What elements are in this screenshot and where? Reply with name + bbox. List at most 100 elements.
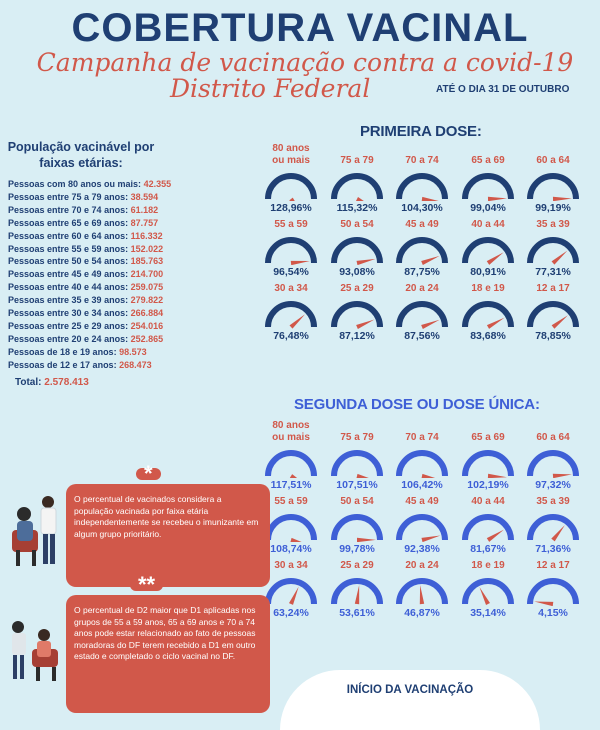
gauge-age-label: 60 a 64 <box>536 432 570 443</box>
gauge-percentage: 78,85% <box>535 330 571 342</box>
note-text: O percentual de vacinados considera a po… <box>74 494 259 539</box>
gauge-age-label: 65 a 69 <box>471 155 505 166</box>
gauge: 80 anos ou mais 128,96% <box>258 143 324 214</box>
gauge-age-label: 60 a 64 <box>536 155 570 166</box>
gauge-age-label: 25 a 29 <box>340 560 374 571</box>
population-row-label: Pessoas entre 20 e 24 anos: <box>8 333 131 344</box>
note-card-2: ** O percentual de D2 maior que D1 aplic… <box>66 574 270 713</box>
population-row-label: Pessoas entre 55 e 59 anos: <box>8 243 131 254</box>
gauge-age-label: 12 a 17 <box>536 283 570 294</box>
population-row: Pessoas entre 30 e 34 anos: 266.884 <box>8 307 171 320</box>
population-row-label: Pessoas entre 25 e 29 anos: <box>8 320 131 331</box>
gauge-arc <box>527 578 579 605</box>
gauge-dial <box>462 578 514 605</box>
gauge-needle <box>421 319 440 329</box>
gauge-dial <box>396 450 448 478</box>
gauge-needle <box>487 196 507 201</box>
gauge-age-label: 80 anos ou mais <box>272 143 310 166</box>
population-row-value: 152.022 <box>130 243 164 254</box>
population-row: Pessoas de 18 e 19 anos: 98.573 <box>8 346 171 359</box>
gauge: 25 a 29 87,12% <box>324 271 390 342</box>
gauge-age-label: 75 a 79 <box>340 155 374 166</box>
gauge-percentage: 107,51% <box>336 479 378 491</box>
gauge-arc <box>331 173 383 200</box>
population-row-label: Pessoas entre 60 e 64 anos: <box>8 230 131 241</box>
gauge: 35 a 39 71,36% <box>520 484 586 555</box>
gauge: 75 a 79 115,32% <box>324 143 390 214</box>
gauge-needle <box>486 529 504 542</box>
gauge-percentage: 76,48% <box>273 330 309 342</box>
gauge-age-label: 40 a 44 <box>471 496 505 507</box>
gauge-percentage: 93,08% <box>339 266 375 278</box>
gauge-percentage: 71,36% <box>535 543 571 555</box>
population-row-value: 279.822 <box>130 295 164 306</box>
gauge-needle <box>356 319 375 329</box>
gauge-percentage: 53,61% <box>339 607 375 619</box>
population-row-value: 259.075 <box>130 282 164 293</box>
gauge-percentage: 106,42% <box>401 479 443 491</box>
gauge-percentage: 80,91% <box>470 266 506 278</box>
gauge-arc <box>331 514 383 541</box>
gauge-arc <box>462 237 514 264</box>
vaccination-illustration-2 <box>4 605 68 685</box>
gauge-percentage: 81,67% <box>470 543 506 555</box>
population-row-value: 185.763 <box>130 256 164 267</box>
gauge-dial <box>331 237 383 265</box>
gauge-age-label: 55 a 59 <box>274 219 308 230</box>
gauge: 12 a 17 78,85% <box>520 271 586 342</box>
total-value: 2.578.413 <box>44 377 89 388</box>
population-row-label: Pessoas entre 30 e 34 anos: <box>8 308 131 319</box>
gauge-age-label: 75 a 79 <box>340 432 374 443</box>
gauge: 65 a 69 102,19% <box>455 420 521 491</box>
population-row-label: Pessoas com 80 anos ou mais: <box>8 179 144 189</box>
population-total: Total: 2.578.413 <box>15 377 89 388</box>
gauge: 20 a 24 46,87% <box>389 548 455 619</box>
population-row-label: Pessoas entre 40 e 44 anos: <box>8 282 131 293</box>
gauge-needle <box>290 537 302 542</box>
population-row-value: 61.182 <box>130 204 159 215</box>
population-row-label: Pessoas de 12 e 17 anos: <box>8 359 120 370</box>
gauge-age-label: 25 a 29 <box>340 283 374 294</box>
gauge-arc <box>527 173 579 200</box>
gauge-percentage: 115,32% <box>336 202 378 214</box>
gauge-age-label: 70 a 74 <box>405 155 439 166</box>
gauge-dial <box>396 173 448 201</box>
gauge-percentage: 87,12% <box>339 330 375 342</box>
gauge-dial <box>331 173 383 201</box>
gauge-percentage: 87,56% <box>404 330 440 342</box>
gauge-percentage: 87,75% <box>404 266 440 278</box>
population-row-value: 116.332 <box>130 230 163 241</box>
gauge-age-label: 30 a 34 <box>274 283 308 294</box>
gauge: 25 a 29 53,61% <box>324 548 390 619</box>
population-row-value: 266.884 <box>130 308 164 319</box>
population-row-label: Pessoas entre 50 e 54 anos: <box>8 256 131 267</box>
note-card-1: * O percentual de vacinados considera a … <box>66 463 270 587</box>
gauge: 60 a 64 99,19% <box>520 143 586 214</box>
gauge-needle <box>486 317 505 329</box>
gauge: 50 a 54 93,08% <box>324 207 390 278</box>
gauge-dial <box>265 301 317 329</box>
gauge: 55 a 59 108,74% <box>258 484 324 555</box>
gauge-needle <box>421 255 440 265</box>
population-row-value: 252.865 <box>130 333 164 344</box>
gauge-dial <box>527 301 579 329</box>
gauge-arc <box>527 450 579 477</box>
gauge-needle <box>288 586 299 605</box>
population-row-label: Pessoas entre 45 e 49 anos: <box>8 269 131 280</box>
gauge-needle <box>289 474 298 478</box>
gauge-dial <box>462 301 514 329</box>
gauge: 40 a 44 81,67% <box>455 484 521 555</box>
gauge-needle <box>551 250 568 265</box>
gauge-needle <box>354 585 360 605</box>
gauge: 18 e 19 83,68% <box>455 271 521 342</box>
population-row-value: 214.700 <box>130 269 164 280</box>
gauge-percentage: 77,31% <box>535 266 571 278</box>
gauge-arc <box>331 578 383 605</box>
second-dose-title: SEGUNDA DOSE OU DOSE ÚNICA: <box>294 396 540 413</box>
gauge-needle <box>552 473 572 478</box>
population-row-value: 38.594 <box>130 191 159 202</box>
gauge-arc <box>265 237 317 264</box>
population-row: Pessoas entre 25 e 29 anos: 254.016 <box>8 320 171 333</box>
population-row: Pessoas entre 70 e 74 anos: 61.182 <box>8 204 171 217</box>
gauge-arc <box>396 514 448 541</box>
